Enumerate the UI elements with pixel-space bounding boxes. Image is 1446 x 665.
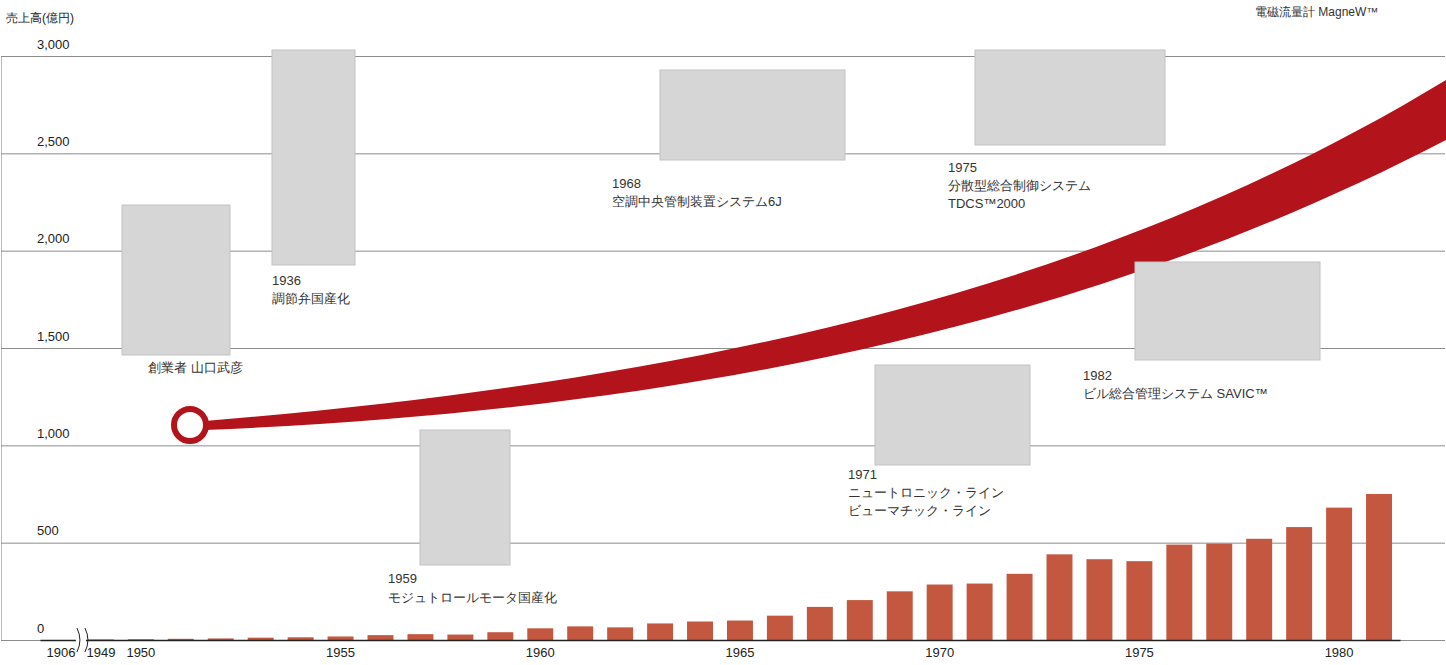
x-tick-label: 1955: [326, 645, 355, 660]
bar: [527, 628, 553, 640]
x-tick-label: 1960: [526, 645, 555, 660]
bar: [767, 616, 793, 640]
y-axis: 0 500 1,000 1,500 2,000 2,500 3,000: [1, 37, 1445, 641]
bar: [1246, 539, 1272, 640]
annotation-text: ビューマチック・ライン: [848, 503, 991, 518]
annotation-text: ビル総合管理システム SAVIC™: [1083, 386, 1268, 401]
annotation-year: 1975: [948, 160, 977, 175]
x-tick: 1965: [726, 640, 755, 660]
x-tick: 1970: [925, 640, 954, 660]
bar: [847, 600, 873, 640]
annotation-year: 1968: [612, 176, 641, 191]
bar: [288, 637, 314, 640]
y-tick-label: 2,000: [37, 231, 70, 246]
bar: [727, 621, 753, 640]
y-tick-label: 3,000: [37, 37, 70, 52]
bar: [1086, 559, 1112, 640]
bar: [1286, 527, 1312, 640]
photo-placeholder: [975, 50, 1165, 145]
annotations: 創業者 山口武彦 1936 調節弁国産化 1959 モジュトロールモータ国産化 1968 空…: [122, 5, 1378, 605]
y-axis-title: 売上高(億円): [6, 11, 74, 25]
bar: [687, 622, 713, 640]
axis-break-stroke: [85, 628, 88, 652]
bar: [447, 635, 473, 640]
x-tick: 1906: [47, 640, 76, 660]
x-tick-label: 1965: [726, 645, 755, 660]
grid-line: [1, 543, 1445, 544]
annotation-year: 1982: [1083, 368, 1112, 383]
bar: [1126, 561, 1152, 640]
bar: [487, 632, 513, 640]
annotation-year: 1959: [388, 571, 417, 586]
bar: [328, 636, 354, 640]
bar: [248, 638, 274, 640]
annotation-text: TDCS™2000: [948, 196, 1025, 211]
annotation-text: 分散型総合制御システム: [948, 178, 1091, 193]
x-tick-label: 1980: [1325, 645, 1354, 660]
bar: [407, 634, 433, 640]
axis-break-stroke: [77, 628, 80, 652]
x-tick-label: 1906: [47, 645, 76, 660]
annotation-year: 1936: [272, 273, 301, 288]
x-tick: 1950: [126, 640, 155, 660]
bar: [368, 635, 394, 640]
bar: [647, 623, 673, 640]
bar: [1366, 494, 1392, 640]
y-tick-label: 2,500: [37, 134, 70, 149]
photo-placeholder: [875, 365, 1030, 465]
decorative-ring: [174, 409, 206, 441]
bar: [1007, 574, 1033, 640]
annotation-text: モジュトロールモータ国産化: [388, 590, 557, 605]
bar: [807, 607, 833, 640]
x-tick: 1960: [526, 640, 555, 660]
x-tick: 1975: [1125, 640, 1154, 660]
bar: [1326, 508, 1352, 640]
bar: [927, 585, 953, 640]
bar: [967, 584, 993, 640]
bar: [1206, 544, 1232, 640]
annotation-text: 空調中央管制装置システム6J: [612, 194, 782, 209]
y-tick: 500: [1, 523, 1445, 543]
y-tick-label: 1,000: [37, 426, 70, 441]
x-tick-label: 1975: [1125, 645, 1154, 660]
annotation-text: 調節弁国産化: [272, 291, 350, 306]
photo-placeholder: [420, 430, 510, 565]
y-tick-label: 1,500: [37, 329, 70, 344]
photo-placeholder: [660, 70, 845, 160]
axis-break-gap: [76, 628, 86, 652]
bars: [88, 494, 1392, 640]
axis-break: [76, 628, 88, 652]
grid-line: [1, 445, 1445, 446]
annotation-year: 1971: [848, 467, 877, 482]
bar: [887, 591, 913, 640]
y-tick-label: 0: [37, 621, 44, 636]
y-tick-label: 500: [37, 523, 59, 538]
x-tick-label: 1970: [925, 645, 954, 660]
x-tick-label: 1949: [86, 645, 115, 660]
bar: [1166, 545, 1192, 640]
photo-placeholder: [1135, 262, 1320, 360]
y-tick: 3,000: [1, 37, 1445, 57]
bar: [1047, 554, 1073, 640]
x-tick: 1955: [326, 640, 355, 660]
chart: 0 500 1,000 1,500 2,000 2,500 3,000 売上高(億円) 創業者 …: [0, 0, 1446, 665]
x-axis: 1906 1949 1950 1955 1960 1965 1970 1975 1980: [41, 640, 1401, 660]
grid-line: [1, 56, 1445, 57]
photo-placeholder: [122, 205, 230, 355]
annotation-text: ニュートロニック・ライン: [848, 485, 1004, 500]
photo-placeholder: [272, 50, 355, 265]
x-tick: 1949: [86, 640, 115, 660]
bar: [607, 627, 633, 640]
bar: [567, 626, 593, 640]
annotation-text: 電磁流量計 MagneW™: [1255, 5, 1378, 19]
x-tick-label: 1950: [126, 645, 155, 660]
x-tick: 1980: [1325, 640, 1354, 660]
x-axis-line: [41, 640, 1401, 642]
grid-line: [1, 640, 1445, 641]
annotation-text: 創業者 山口武彦: [148, 360, 243, 375]
